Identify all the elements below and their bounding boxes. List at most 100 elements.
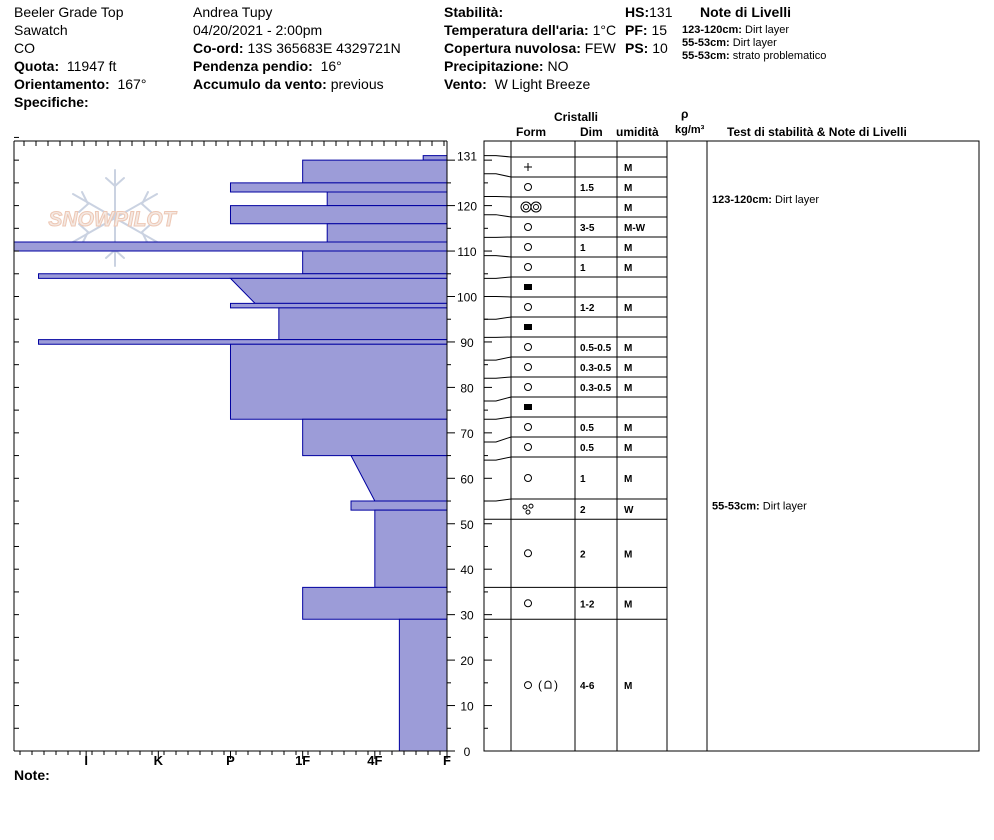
hardness-bar bbox=[229, 343, 448, 420]
layer-note-range: 55-53cm: bbox=[682, 50, 730, 62]
rounded-grain-icon bbox=[524, 474, 532, 483]
hardness-plot: I K P 1F 4F F bbox=[13, 136, 451, 768]
hardness-bar bbox=[326, 191, 448, 207]
hardness-bar bbox=[374, 509, 448, 588]
hardness-bar bbox=[350, 500, 448, 511]
layer-form-circle-icon bbox=[524, 343, 532, 351]
layer-size: 2 bbox=[580, 505, 586, 516]
note-label: Note: bbox=[14, 767, 50, 783]
hardness-bar bbox=[229, 277, 448, 304]
layer-form-plus-icon bbox=[524, 163, 532, 171]
elevation-row: Quota: 11947 ft bbox=[14, 58, 116, 74]
crystals-header: Cristalli bbox=[554, 110, 599, 124]
cloud-value: FEW bbox=[584, 40, 616, 56]
layer-note-text: strato problematico bbox=[732, 50, 827, 62]
wind-load-label: Accumulo da vento: bbox=[193, 76, 327, 92]
wind-label: Vento: bbox=[444, 76, 487, 92]
layer-moisture: M bbox=[624, 383, 632, 394]
layer-table: M1.5 MM3-5 M-W1 M1 M1-2 M0.5-0.5 M0.3-0.5 M0.3-… bbox=[483, 140, 980, 752]
wind-value: W Light Breeze bbox=[494, 76, 591, 92]
moisture-header: umidità bbox=[616, 125, 659, 139]
cloud-row: Copertura nuvolosa: FEW bbox=[444, 40, 616, 56]
layer-size: 3-5 bbox=[580, 223, 595, 234]
layer-note-3: 55-53cm: strato problematico bbox=[682, 50, 826, 63]
slope-row: Pendenza pendio: 16° bbox=[193, 58, 342, 74]
depth-tick-label: 80 bbox=[460, 381, 474, 395]
rounded-grain-icon bbox=[524, 263, 532, 271]
layer-form-circle-icon bbox=[524, 183, 532, 191]
inner-ring-icon bbox=[523, 204, 529, 210]
layer-form-circle-icon bbox=[524, 363, 532, 371]
layer-note-1: 123-120cm: Dirt layer bbox=[682, 24, 789, 37]
layer-size: 1.5 bbox=[580, 183, 594, 194]
aspect-value: 167° bbox=[117, 76, 147, 92]
air-temp-value: 1°C bbox=[592, 22, 617, 38]
layer-form-circle-icon bbox=[524, 263, 532, 271]
hardness-bar bbox=[229, 205, 448, 225]
layer-size: 1 bbox=[580, 474, 586, 485]
precip-row: Precipitazione: NO bbox=[444, 58, 568, 74]
ps-value: 10 bbox=[652, 40, 668, 56]
hardness-bar bbox=[422, 155, 448, 161]
layer-moisture: M bbox=[624, 681, 632, 692]
wind-load-value: previous bbox=[330, 76, 384, 92]
layer-connector bbox=[484, 276, 512, 279]
depth-axis: 0 10 20 30 40 50 60 70 80 90 100 110 120 131 bbox=[447, 150, 492, 759]
layer-connector bbox=[484, 255, 512, 258]
form-header: Form bbox=[516, 125, 546, 139]
hardness-bar bbox=[302, 250, 448, 275]
rounded-grain-icon bbox=[524, 599, 532, 608]
test-note-text: Dirt layer bbox=[775, 194, 819, 206]
hardness-bar bbox=[350, 455, 448, 502]
inner-ring-icon bbox=[533, 204, 539, 210]
range-name: Sawatch bbox=[14, 22, 68, 38]
size-header: Dim bbox=[580, 125, 603, 139]
layer-connector bbox=[484, 376, 512, 379]
layer-moisture: M bbox=[624, 443, 632, 454]
hardness-bar bbox=[302, 586, 448, 620]
filled-square-icon bbox=[524, 324, 532, 330]
precip-value: NO bbox=[547, 58, 569, 74]
layer-moisture: M bbox=[624, 474, 632, 485]
aspect-label: Orientamento: bbox=[14, 76, 110, 92]
density-unit-header: kg/m³ bbox=[675, 124, 705, 136]
layer-note-text: Dirt layer bbox=[732, 37, 777, 49]
layer-connector bbox=[484, 173, 512, 178]
depth-tick-label: 20 bbox=[460, 654, 474, 668]
ps-label: PS: bbox=[625, 40, 649, 56]
state-name: CO bbox=[14, 40, 35, 56]
hardness-bar bbox=[326, 223, 448, 243]
depth-tick-label: 60 bbox=[460, 472, 474, 486]
cloud-label: Copertura nuvolosa: bbox=[444, 40, 581, 56]
hardness-tick-label: 1F bbox=[295, 753, 310, 768]
rounded-grain-icon bbox=[524, 681, 532, 690]
rounded-grain-icon bbox=[524, 343, 532, 351]
ps-row: PS: 10 bbox=[625, 40, 668, 56]
specifics-label: Specifiche: bbox=[14, 94, 89, 110]
grain-dot-icon bbox=[522, 504, 528, 510]
layer-size: 0.3-0.5 bbox=[580, 363, 612, 374]
hardness-tick-label: P bbox=[226, 753, 235, 768]
layer-size: 4-6 bbox=[580, 681, 595, 692]
test-note-range: 123-120cm: bbox=[712, 194, 775, 206]
test-note: 123-120cm: Dirt layer bbox=[712, 194, 819, 206]
grain-dot-icon bbox=[528, 503, 534, 509]
rho-header: ρ bbox=[681, 107, 689, 121]
rounded-grain-icon bbox=[524, 183, 532, 191]
depth-tick-label: 110 bbox=[457, 245, 476, 259]
layer-moisture: M bbox=[624, 203, 632, 214]
layer-moisture: M bbox=[624, 163, 632, 174]
layer-moisture: M-W bbox=[624, 223, 646, 234]
hardness-bar bbox=[38, 273, 448, 279]
depth-tick-label: 120 bbox=[457, 200, 477, 214]
layer-size: 1-2 bbox=[580, 303, 595, 314]
layer-moisture: M bbox=[624, 243, 632, 254]
test-note-range: 55-53cm: bbox=[712, 501, 763, 513]
observer-name: Andrea Tupy bbox=[193, 4, 273, 20]
layer-form-circle-crust-icon: () bbox=[524, 678, 558, 692]
grain-dot-icon bbox=[525, 509, 531, 515]
depth-tick-label: 40 bbox=[460, 563, 474, 577]
depth-tick-label: 50 bbox=[460, 518, 474, 532]
outer-ring-icon bbox=[530, 201, 542, 213]
rounded-grain-icon bbox=[524, 383, 532, 391]
